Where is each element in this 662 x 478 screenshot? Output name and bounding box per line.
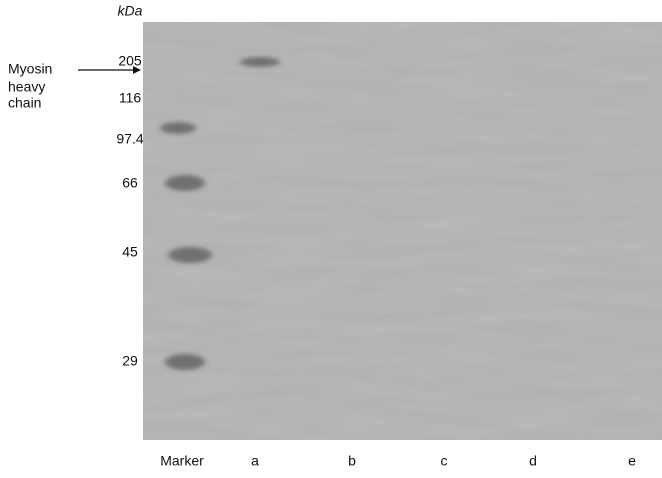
annotation-line: heavy [8,79,45,95]
lane-label: a [251,453,259,469]
marker-labels: 205 116 97.4 66 45 29 [116,53,143,369]
unit-label: kDa [118,3,143,19]
marker-label: 66 [122,175,138,191]
lane-labels: Marker a b c d e [160,453,636,469]
lane-label: e [628,453,636,469]
lane-label: Marker [160,453,204,469]
lane-label: c [441,453,448,469]
lane-label: b [348,453,356,469]
marker-label: 205 [118,53,142,69]
marker-label: 45 [122,244,138,260]
arrow-head [133,66,141,74]
marker-label: 29 [122,353,138,369]
marker-label: 97.4 [116,131,143,147]
annotation-line: chain [8,95,41,111]
lane-label: d [529,453,537,469]
gel [143,22,662,440]
annotation-line: Myosin [8,61,52,77]
marker-label: 116 [119,90,142,106]
